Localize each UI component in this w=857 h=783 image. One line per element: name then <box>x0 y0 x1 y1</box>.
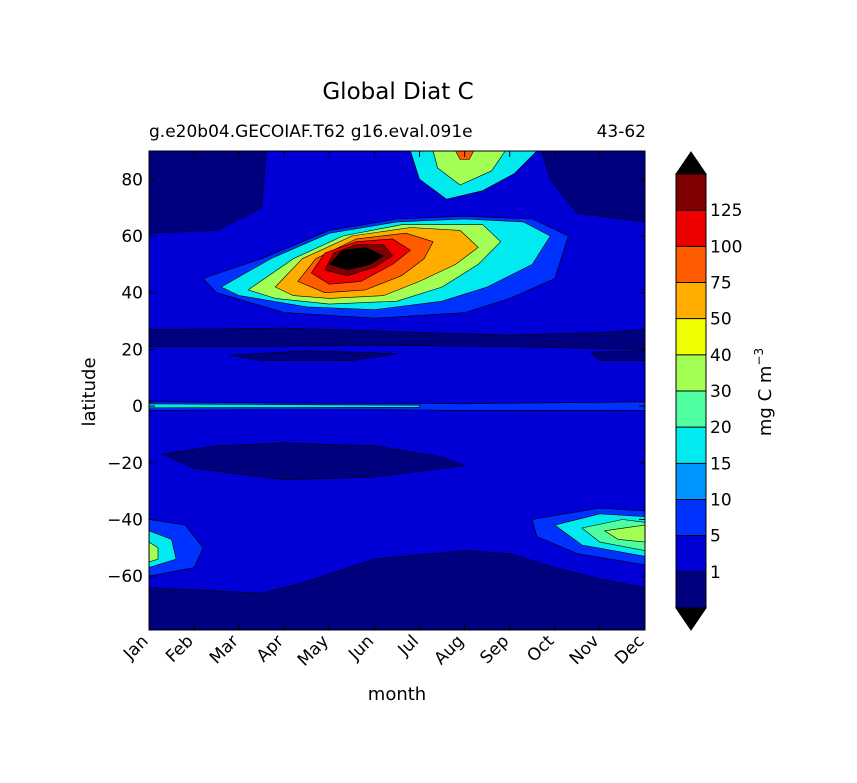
chart-subtitle-right: 43-62 <box>597 122 646 142</box>
colorbar-extend-top <box>675 151 707 175</box>
x-tick-label: May <box>294 631 333 670</box>
contour-region-subtropical-spot-north-b <box>590 350 645 362</box>
x-tick-label: Mar <box>206 631 243 668</box>
y-axis-label: latitude <box>79 357 100 426</box>
colorbar-segment <box>676 354 706 391</box>
contour-region-so-west-l3 <box>149 541 159 563</box>
colorbar-segment <box>676 463 706 500</box>
contour-region-subtropical-band-north <box>149 327 645 350</box>
contour-region-southern-ocean <box>149 550 645 630</box>
contour-region-nh-bloom-core <box>329 247 384 271</box>
colorbar-segment <box>676 571 706 608</box>
colorbar-segment <box>676 282 706 319</box>
x-tick-label: Jul <box>394 631 423 660</box>
colorbar-segment <box>676 246 706 283</box>
colorbar-tick-label: 125 <box>710 201 742 221</box>
contour-region-arctic-jul-l2 <box>432 151 506 186</box>
colorbar-label-unit: mg C m <box>755 366 776 437</box>
colorbar-tick-label: 5 <box>710 527 721 547</box>
y-tick-label: 20 <box>121 340 143 360</box>
y-tick-label: 40 <box>121 284 143 304</box>
contour-region-equator-l2 <box>149 403 420 409</box>
colorbar-tick-label: 50 <box>710 310 732 330</box>
contour-region-subtropical-spot-north-a <box>229 350 398 362</box>
contour-region-subtropical-band-south <box>162 442 465 481</box>
contour-region-so-east-l4 <box>604 524 645 543</box>
x-tick-label: Jan <box>119 631 152 664</box>
colorbar-segment <box>676 318 706 355</box>
colorbar-segment <box>676 535 706 572</box>
colorbar-tick-label: 1 <box>710 563 721 583</box>
colorbar-extend-bottom <box>675 607 707 631</box>
contour-region-northern-ocean-east <box>540 151 645 223</box>
colorbar-tick-label: 15 <box>710 454 732 474</box>
colorbar-tick-label: 30 <box>710 382 732 402</box>
colorbar-segment <box>676 499 706 536</box>
colorbar-tick-label: 10 <box>710 491 732 511</box>
chart-title: Global Diat C <box>322 79 473 105</box>
y-tick-label: 60 <box>121 227 143 247</box>
colorbar-label-exponent: −3 <box>752 348 766 366</box>
x-tick-label: Dec <box>611 631 648 668</box>
colorbar-segment <box>676 391 706 428</box>
y-axis: 80 60 40 20 0 −20 −40 −60 <box>107 170 645 587</box>
chart-subtitle-left: g.e20b04.GECOIAF.T62 g16.eval.091e <box>149 122 473 142</box>
x-tick-label: Feb <box>162 631 197 666</box>
colorbar-tick-label: 40 <box>710 346 732 366</box>
x-tick-label: Sep <box>476 631 513 668</box>
x-tick-label: Nov <box>566 631 604 669</box>
y-tick-label: 0 <box>132 397 143 417</box>
x-tick-label: Jun <box>344 631 378 665</box>
x-axis-label: month <box>368 684 426 705</box>
colorbar-segment <box>676 174 706 211</box>
y-tick-label: −40 <box>107 510 143 530</box>
colorbar-label: mg C m−3 <box>752 348 776 436</box>
colorbar-segment <box>676 427 706 464</box>
x-tick-label: Apr <box>253 631 288 666</box>
plot-frame <box>148 150 646 631</box>
y-tick-label: 80 <box>121 170 143 190</box>
colorbar-segment <box>676 210 706 247</box>
contour-region-northern-ocean <box>149 151 267 234</box>
y-tick-label: −20 <box>107 454 143 474</box>
x-tick-label: Oct <box>523 631 558 666</box>
x-tick-label: Aug <box>431 631 469 669</box>
colorbar-tick-label: 100 <box>710 237 742 257</box>
colorbar-tick-label: 75 <box>710 274 732 294</box>
colorbar-tick-label: 20 <box>710 418 732 438</box>
contour-fill <box>149 151 645 630</box>
y-tick-label: −60 <box>107 567 143 587</box>
